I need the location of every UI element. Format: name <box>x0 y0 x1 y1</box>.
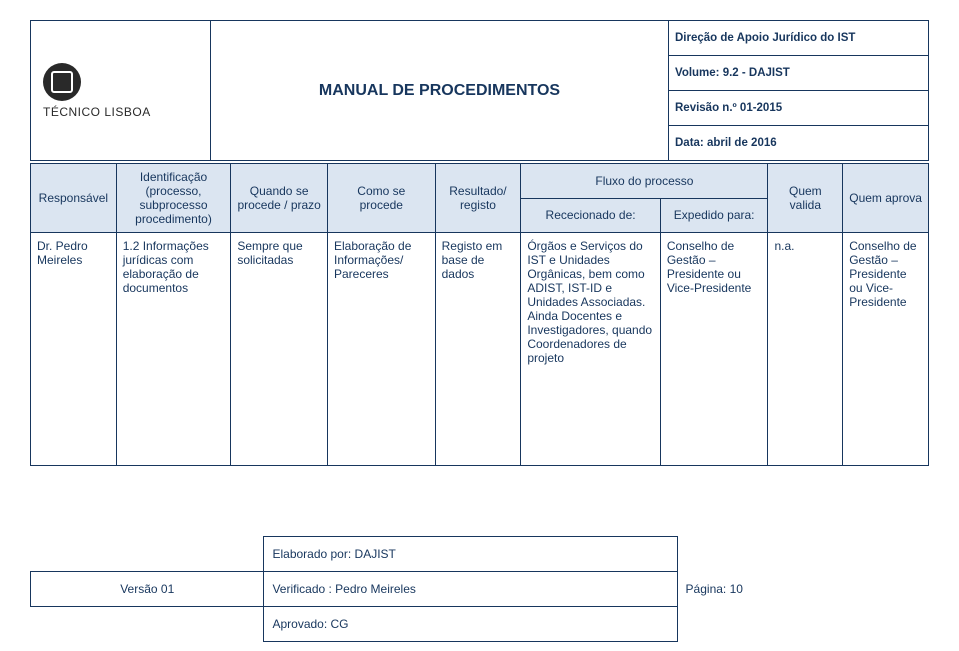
footer-aprovado: Aprovado: CG <box>264 607 677 642</box>
th-resultado: Resultado/ registo <box>435 164 521 233</box>
footer-empty-1 <box>31 537 264 572</box>
hdr-right-3: Revisão n.º 01-2015 <box>669 91 929 126</box>
cell-quando: Sempre que solicitadas <box>231 233 328 466</box>
th-como: Como se procede <box>327 164 435 233</box>
footer-versao: Versão 01 <box>31 572 264 607</box>
hdr-right-2: Volume: 9.2 - DAJIST <box>669 56 929 91</box>
cell-responsavel: Dr. Pedro Meireles <box>31 233 117 466</box>
th-responsavel: Responsável <box>31 164 117 233</box>
footer-empty-4 <box>677 607 928 642</box>
footer-table: Elaborado por: DAJIST Versão 01 Verifica… <box>30 536 929 642</box>
brand-line1: TÉCNICO <box>43 105 101 119</box>
cell-resultado: Registo em base de dados <box>435 233 521 466</box>
logo-mark-icon <box>43 63 81 101</box>
cell-identificacao: 1.2 Informações jurídicas com elaboração… <box>116 233 231 466</box>
cell-como: Elaboração de Informações/ Pareceres <box>327 233 435 466</box>
footer-verificado: Verificado : Pedro Meireles <box>264 572 677 607</box>
logo: TÉCNICO LISBOA <box>37 63 204 119</box>
footer-empty-2 <box>677 537 928 572</box>
brand-line2: LISBOA <box>104 105 150 119</box>
logo-cell: TÉCNICO LISBOA <box>31 21 211 161</box>
table-head: Responsável Identificação (processo, sub… <box>31 164 929 233</box>
th-fluxo: Fluxo do processo <box>521 164 768 199</box>
th-aprova: Quem aprova <box>843 164 929 233</box>
table-body: Dr. Pedro Meireles 1.2 Informações juríd… <box>31 233 929 466</box>
cell-aprova: Conselho de Gestão – Presidente ou Vice-… <box>843 233 929 466</box>
brand-text: TÉCNICO LISBOA <box>43 105 151 119</box>
footer-elaborado: Elaborado por: DAJIST <box>264 537 677 572</box>
footer-empty-3 <box>31 607 264 642</box>
th-valida: Quem valida <box>768 164 843 233</box>
header-table: TÉCNICO LISBOA MANUAL DE PROCEDIMENTOS D… <box>30 20 929 161</box>
procedure-table: Responsável Identificação (processo, sub… <box>30 163 929 466</box>
manual-title: MANUAL DE PROCEDIMENTOS <box>211 21 669 161</box>
footer-pagina: Página: 10 <box>677 572 928 607</box>
table-row: Dr. Pedro Meireles 1.2 Informações juríd… <box>31 233 929 466</box>
page: TÉCNICO LISBOA MANUAL DE PROCEDIMENTOS D… <box>0 0 959 651</box>
th-quando: Quando se procede / prazo <box>231 164 328 233</box>
hdr-right-4: Data: abril de 2016 <box>669 126 929 161</box>
th-identificacao: Identificação (processo, subprocesso pro… <box>116 164 231 233</box>
cell-rececionado: Órgãos e Serviços do IST e Unidades Orgâ… <box>521 233 661 466</box>
cell-valida: n.a. <box>768 233 843 466</box>
cell-expedido: Conselho de Gestão – Presidente ou Vice-… <box>660 233 768 466</box>
hdr-right-1: Direção de Apoio Jurídico do IST <box>669 21 929 56</box>
th-rececionado: Rececionado de: <box>521 198 661 233</box>
th-expedido: Expedido para: <box>660 198 768 233</box>
